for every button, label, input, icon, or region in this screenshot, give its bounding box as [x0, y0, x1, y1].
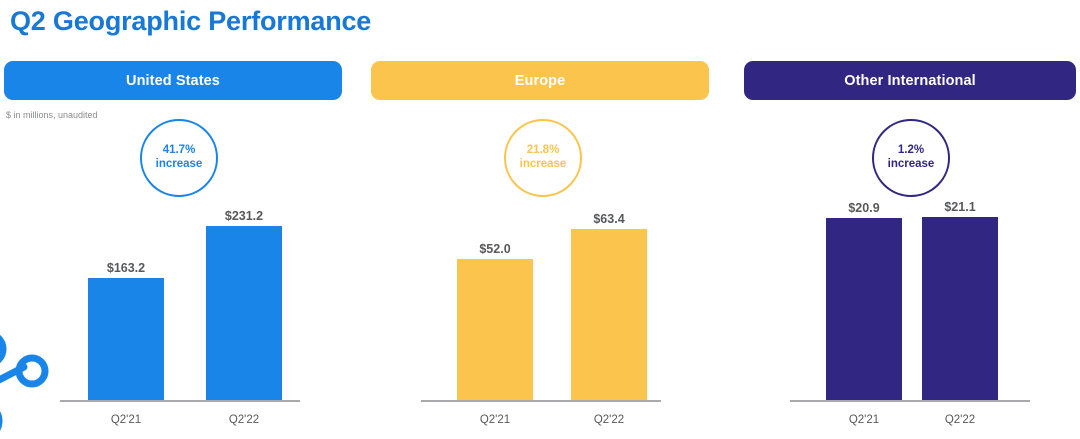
bar-value-label: $63.4	[593, 212, 625, 226]
panel-other-international: Other International 1.2% increase $20.9 …	[744, 0, 1076, 433]
x-axis-line	[60, 400, 300, 402]
growth-badge-value: 21.8%	[526, 144, 560, 157]
bar-rect[interactable]	[826, 218, 902, 400]
growth-badge-value: 41.7%	[162, 144, 196, 157]
growth-badge-europe: 21.8% increase	[504, 119, 582, 197]
x-tick-label: Q2'22	[228, 414, 260, 426]
x-axis-line	[421, 400, 661, 402]
bar-value-label: $52.0	[479, 242, 511, 256]
page-title: Q2 Geographic Performance	[10, 6, 372, 36]
x-tick-label: Q2'21	[110, 414, 142, 426]
growth-badge-other-international: 1.2% increase	[872, 119, 950, 197]
chart-europe: $52.0 Q2'21 $63.4 Q2'22	[371, 200, 709, 433]
panel-header-united-states: United States	[4, 61, 342, 100]
bar-value-label: $21.1	[944, 200, 976, 214]
bar-rect[interactable]	[571, 229, 647, 400]
growth-badge-word: increase	[519, 158, 567, 170]
growth-badge-word: increase	[887, 158, 935, 170]
x-tick-label: Q2'21	[479, 414, 511, 426]
units-note: $ in millions, unaudited	[6, 110, 98, 120]
growth-badge-word: increase	[155, 158, 203, 170]
panel-header-europe: Europe	[371, 61, 709, 100]
x-tick-label: Q2'22	[593, 414, 625, 426]
x-tick-label: Q2'21	[848, 414, 880, 426]
panel-europe: Europe 21.8% increase $52.0 Q2'21 $63.4 …	[371, 0, 709, 433]
bar-value-label: $231.2	[224, 209, 264, 223]
bar-rect[interactable]	[922, 217, 998, 400]
bar-value-label: $163.2	[106, 261, 146, 275]
bar-rect[interactable]	[88, 278, 164, 400]
panel-united-states: United States 41.7% increase $163.2 Q2'2…	[4, 0, 342, 433]
x-tick-label: Q2'22	[944, 414, 976, 426]
bar-rect[interactable]	[457, 259, 533, 400]
bar-value-label: $20.9	[848, 201, 880, 215]
growth-badge-united-states: 41.7% increase	[140, 119, 218, 197]
panel-header-other-international: Other International	[744, 61, 1076, 100]
chart-united-states: $163.2 Q2'21 $231.2 Q2'22	[4, 200, 342, 433]
bar-rect[interactable]	[206, 226, 282, 400]
chart-other-international: $20.9 Q2'21 $21.1 Q2'22	[744, 200, 1076, 433]
growth-badge-value: 1.2%	[897, 144, 925, 157]
x-axis-line	[790, 400, 1030, 402]
